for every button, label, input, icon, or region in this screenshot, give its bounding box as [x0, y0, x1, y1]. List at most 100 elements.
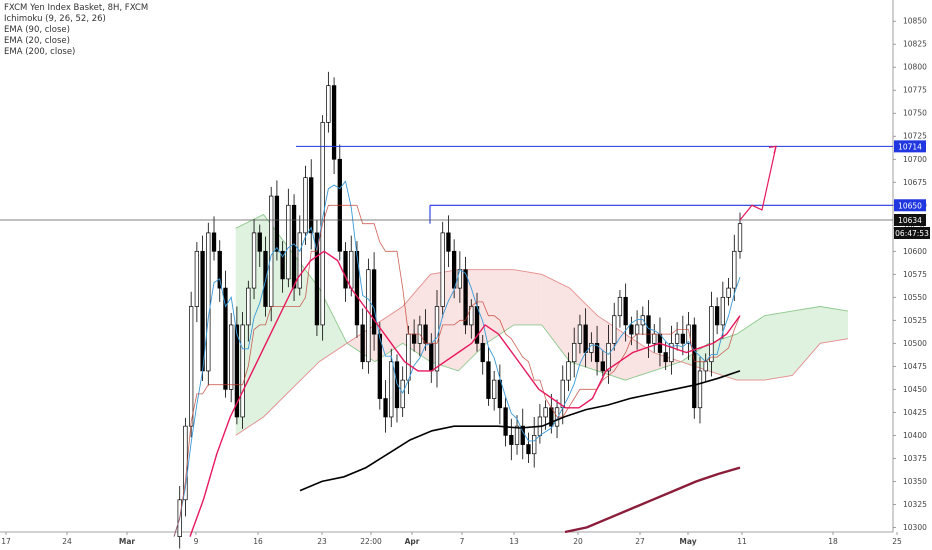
candle-body: [600, 361, 605, 372]
x-tick-label: 7: [460, 537, 465, 546]
y-tick-label: 10525: [903, 316, 927, 325]
candle-body: [714, 306, 720, 326]
candle-body: [326, 85, 331, 123]
candle-body: [583, 324, 588, 353]
y-tick-label: 10825: [903, 40, 927, 49]
candle-body: [251, 232, 257, 289]
candle-body: [566, 361, 571, 381]
candle-body: [343, 250, 348, 289]
candle-body: [463, 269, 468, 326]
candle-body: [703, 361, 708, 372]
cloud-bearish-segment: [486, 269, 514, 344]
last-price-tag: [894, 214, 926, 226]
y-tick-label: 10550: [903, 293, 927, 302]
y-tick-label: 10450: [903, 385, 927, 394]
candle-body: [640, 315, 645, 326]
x-tick-label: 22:00: [360, 537, 382, 546]
y-tick-label: 10750: [903, 109, 927, 118]
cloud-bearish-segment: [625, 334, 654, 381]
candle-body: [532, 435, 537, 455]
y-tick-label: 10800: [903, 63, 927, 72]
candle-body: [349, 250, 354, 289]
candle-body: [451, 250, 457, 289]
x-tick-label: Apr: [405, 537, 420, 546]
candle-body: [577, 324, 583, 344]
candle-body: [623, 296, 628, 326]
candle-body: [652, 333, 657, 344]
candle-body: [280, 250, 285, 280]
x-tick-label: Mar: [119, 537, 136, 546]
y-tick-label: 10300: [903, 523, 927, 532]
x-tick-label: 17: [1, 537, 11, 546]
candle-body: [440, 232, 445, 307]
candle-body: [709, 306, 714, 363]
x-tick-label: May: [679, 537, 696, 546]
candle-body: [594, 342, 600, 363]
candle-body: [274, 195, 280, 252]
candle-body: [572, 342, 577, 363]
conversion-line: [173, 180, 741, 537]
candle-body: [360, 324, 365, 363]
candle-body: [669, 342, 674, 363]
x-tick-label: 27: [635, 537, 645, 546]
legend-ema90: EMA (90, close): [4, 25, 70, 35]
y-tick-label: 10850: [903, 17, 927, 26]
candle-body: [543, 407, 548, 418]
candle-body: [732, 250, 737, 289]
candle-body: [240, 324, 245, 418]
y-tick-label: 10775: [903, 86, 927, 95]
x-tick-label: 9: [194, 537, 199, 546]
y-tick-label: 10700: [903, 155, 927, 164]
cloud-bullish-segment: [820, 306, 848, 344]
candle-body: [246, 287, 251, 326]
candle-body: [429, 342, 434, 372]
last-price-tag-label: 10634: [898, 216, 922, 225]
level-tag: [894, 199, 926, 212]
y-tick-label: 10400: [903, 431, 927, 440]
y-tick-label: 10600: [903, 247, 927, 256]
senkou-span-a-line: [235, 213, 849, 381]
legend-ema20: EMA (20, close): [4, 36, 70, 46]
cloud-bullish-segment: [319, 288, 347, 362]
candle-body: [211, 232, 217, 252]
ema90-line: [299, 370, 741, 492]
candle-body: [634, 324, 640, 335]
legend-ichimoku: Ichimoku (9, 26, 52, 26): [4, 14, 106, 24]
candle-body: [726, 287, 731, 298]
candle-body: [612, 315, 617, 344]
y-tick-label: 10500: [903, 339, 927, 348]
projection-arrow-line: [739, 146, 777, 221]
x-tick-label: 11: [737, 537, 747, 546]
candle-body: [503, 407, 508, 436]
candle-body: [686, 324, 691, 344]
x-tick-label: 20: [573, 537, 583, 546]
ema200-line: [564, 466, 741, 534]
candle-body: [629, 324, 634, 335]
y-tick-label: 10475: [903, 362, 927, 371]
candle-body: [389, 361, 394, 418]
level-tag-label: 10650: [898, 201, 922, 210]
y-tick-label: 10425: [903, 408, 927, 417]
candle-body: [674, 333, 680, 344]
base-line: [173, 204, 741, 537]
candle-body: [406, 333, 411, 381]
x-tick-label: 25: [892, 537, 902, 546]
candle-body: [411, 333, 417, 344]
x-tick-label: 23: [317, 537, 327, 546]
y-tick-label: 10375: [903, 454, 927, 463]
x-tick-label: 16: [253, 537, 263, 546]
candle-body: [309, 177, 314, 234]
candle-body: [492, 379, 497, 399]
cloud-bullish-segment: [792, 306, 821, 376]
candle-body: [297, 232, 302, 289]
candle-body: [371, 269, 377, 335]
candle-body: [257, 232, 262, 252]
x-tick-label: 13: [509, 537, 519, 546]
candle-body: [217, 250, 222, 289]
projection-arrow-head: [768, 145, 777, 154]
candle-body: [366, 269, 371, 363]
candle-body: [486, 361, 491, 399]
cloud-bearish-segment: [541, 274, 570, 362]
candle-body: [617, 296, 623, 317]
